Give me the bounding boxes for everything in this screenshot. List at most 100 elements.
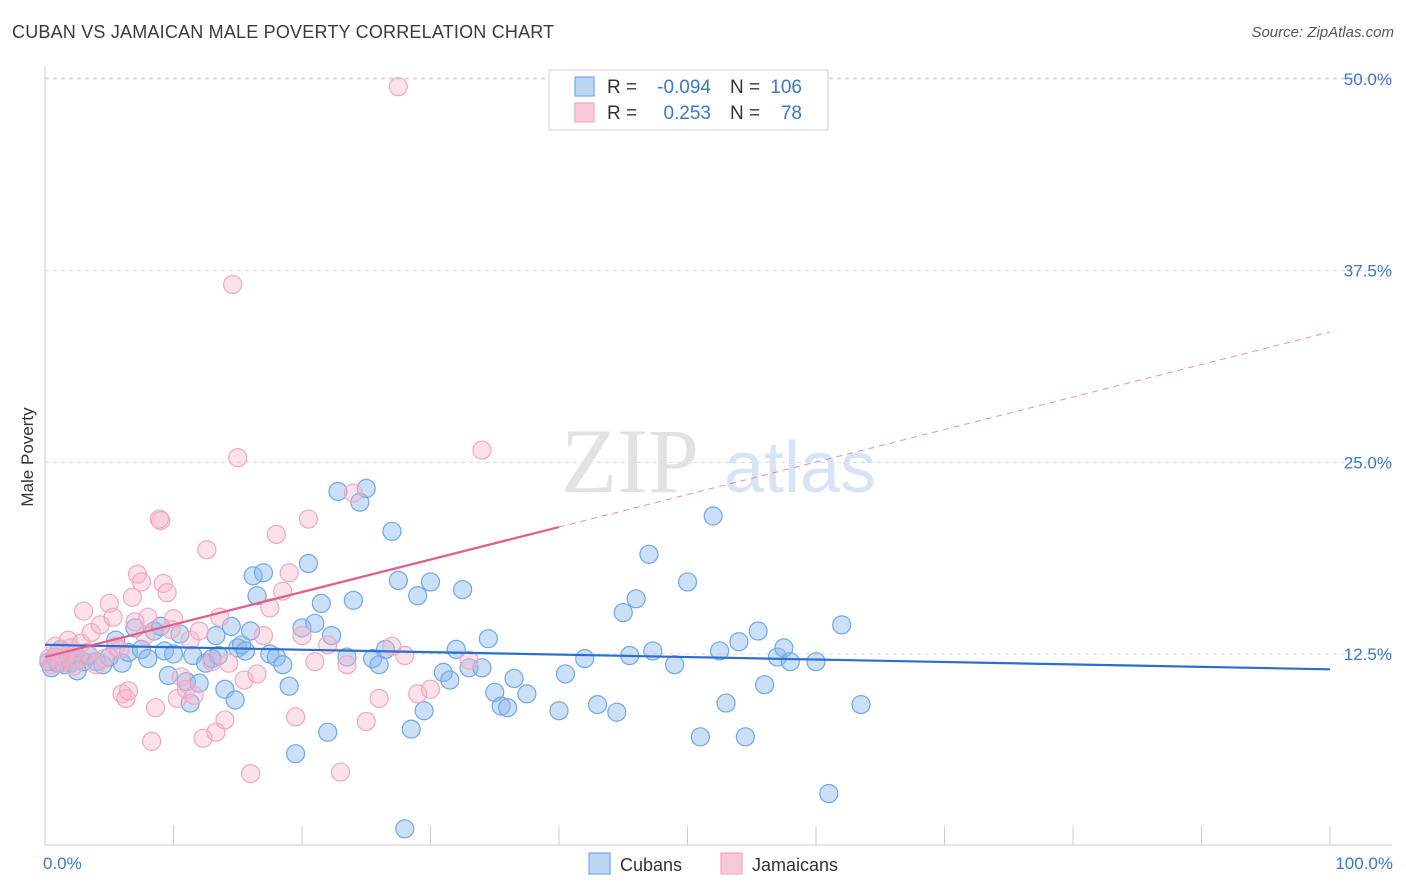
cuban-point (748, 621, 768, 641)
source-label: Source: ZipAtlas.com (1251, 24, 1394, 41)
jamaican-point (279, 563, 299, 583)
jamaican-point (118, 681, 139, 701)
jamaican-point (142, 731, 162, 752)
cuban-point (446, 639, 466, 660)
jamaican-point (116, 688, 136, 709)
jamaican-point (369, 688, 389, 709)
cuban-point (498, 698, 518, 718)
jamaican-point (305, 652, 325, 672)
cuban-point (253, 563, 274, 583)
jamaican-point (151, 510, 171, 531)
legend: Cubans Jamaicans (588, 852, 838, 875)
cuban-point (285, 744, 306, 764)
cuban-point (408, 586, 428, 606)
trend-line-cubans (44, 643, 1331, 671)
jamaican-point (109, 639, 130, 660)
jamaican-point (197, 540, 217, 560)
cuban-point (710, 641, 730, 661)
cuban-point (93, 655, 113, 675)
jamaican-point (149, 509, 169, 529)
jamaican-point (260, 598, 280, 618)
y-tick-label: 25.0% (1344, 453, 1392, 472)
stats-swatch-cubans (574, 76, 595, 97)
jamaican-point (388, 77, 408, 97)
jamaican-point (171, 667, 191, 687)
jamaican-point (330, 762, 351, 782)
jamaican-point (472, 440, 492, 460)
jamaican-point (73, 601, 94, 621)
jamaican-point (125, 612, 145, 632)
jamaican-point (292, 625, 312, 646)
jamaican-point (420, 679, 441, 699)
cuban-point (780, 652, 800, 672)
cuban-point (395, 819, 415, 839)
cuban-point (613, 602, 633, 623)
jamaican-point (253, 625, 274, 646)
cuban-point (754, 675, 775, 695)
jamaican-point (223, 274, 243, 295)
cuban-point (517, 684, 537, 704)
jamaican-point (131, 572, 151, 592)
cuban-point (626, 589, 646, 609)
cuban-point (401, 719, 421, 739)
cuban-point (703, 506, 723, 526)
legend-swatch-jamaicans (720, 852, 743, 875)
cuban-point (607, 702, 627, 722)
jamaican-point (184, 685, 204, 706)
cuban-point (478, 629, 498, 649)
jamaican-point (176, 679, 196, 699)
jamaican-point (298, 509, 319, 529)
chart-title: CUBAN VS JAMAICAN MALE POVERTY CORRELATI… (12, 22, 555, 42)
jamaican-point (247, 664, 267, 684)
stats-n-label-jamaicans: N = (730, 103, 760, 124)
cuban-point (433, 662, 453, 683)
cuban-point (311, 593, 331, 614)
jamaican-point (122, 587, 142, 607)
y-axis-label: Male Poverty (18, 407, 37, 507)
watermark-zip: ZIP (561, 410, 699, 512)
cuban-point (292, 618, 312, 638)
x-tick-label: 100.0% (1335, 854, 1393, 873)
x-tick-label: 0.0% (43, 854, 82, 873)
jamaican-point (86, 655, 107, 675)
cuban-point (677, 572, 698, 592)
cuban-point (356, 478, 376, 498)
cuban-point (549, 701, 569, 721)
jamaican-point (337, 655, 357, 675)
stats-n-value-cubans: 106 (770, 77, 802, 98)
jamaican-point (138, 607, 158, 627)
cuban-point (225, 690, 245, 710)
jamaican-point (202, 652, 222, 672)
trend-line-jamaicans-dashed (558, 331, 1331, 528)
cuban-point (414, 701, 434, 721)
jamaican-point (459, 650, 479, 670)
jamaican-point (94, 648, 114, 669)
stats-box: R = -0.094 N = 106 R = 0.253 N = 78 (548, 69, 829, 131)
cuban-point (318, 722, 338, 742)
cuban-point (453, 579, 473, 600)
cuban-point (235, 641, 256, 661)
cuban-point (337, 647, 357, 667)
jamaican-point (241, 763, 261, 784)
jamaican-point (189, 621, 209, 641)
cuban-point (382, 521, 402, 541)
legend-label-jamaicans: Jamaicans (752, 855, 838, 875)
cuban-point (716, 693, 736, 713)
jamaican-point (343, 483, 363, 503)
cuban-point (575, 648, 595, 669)
jamaican-point (395, 645, 415, 666)
y-tick-label: 50.0% (1344, 70, 1392, 89)
stats-n-label-cubans: N = (730, 77, 760, 98)
cuban-point (266, 647, 286, 667)
cuban-point (665, 655, 685, 675)
cuban-point (273, 655, 293, 675)
trend-layer (44, 331, 1331, 671)
stats-n-value-jamaicans: 78 (781, 103, 802, 124)
cuban-point (806, 652, 826, 672)
legend-swatch-cubans (588, 852, 611, 875)
trend-line-jamaicans-solid (44, 525, 560, 659)
axis-layer: 12.5% 25.0% 37.5% 50.0% 0.0% 100.0% (43, 66, 1393, 873)
stats-r-label-cubans: R = (607, 77, 637, 98)
jamaican-point (285, 707, 306, 727)
watermark: ZIP atlas (561, 410, 876, 512)
